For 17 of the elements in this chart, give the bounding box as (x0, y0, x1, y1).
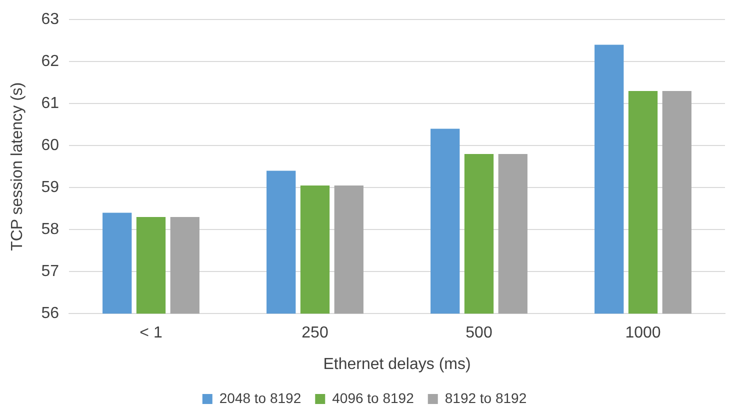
y-tick-label: 61 (41, 95, 60, 112)
y-tick-label: 63 (41, 11, 60, 28)
y-tick-label: 58 (41, 221, 60, 238)
x-tick-label: 1000 (625, 324, 661, 342)
x-axis-title: Ethernet delays (ms) (323, 356, 471, 373)
x-tick-label: < 1 (140, 324, 162, 342)
y-tick-label: 57 (41, 263, 60, 280)
x-tick-label: 250 (302, 324, 328, 342)
legend-label: 4096 to 8192 (332, 390, 414, 406)
y-axis-title: TCP session latency (s) (9, 82, 26, 251)
legend-label: 2048 to 8192 (219, 390, 302, 406)
y-tick-label: 60 (41, 137, 60, 154)
y-tick-label: 62 (41, 53, 60, 70)
x-tick-label: 500 (466, 324, 492, 342)
legend-label: 8192 to 8192 (444, 390, 527, 406)
y-tick-label: 59 (41, 179, 60, 196)
y-tick-label: 56 (41, 305, 60, 322)
